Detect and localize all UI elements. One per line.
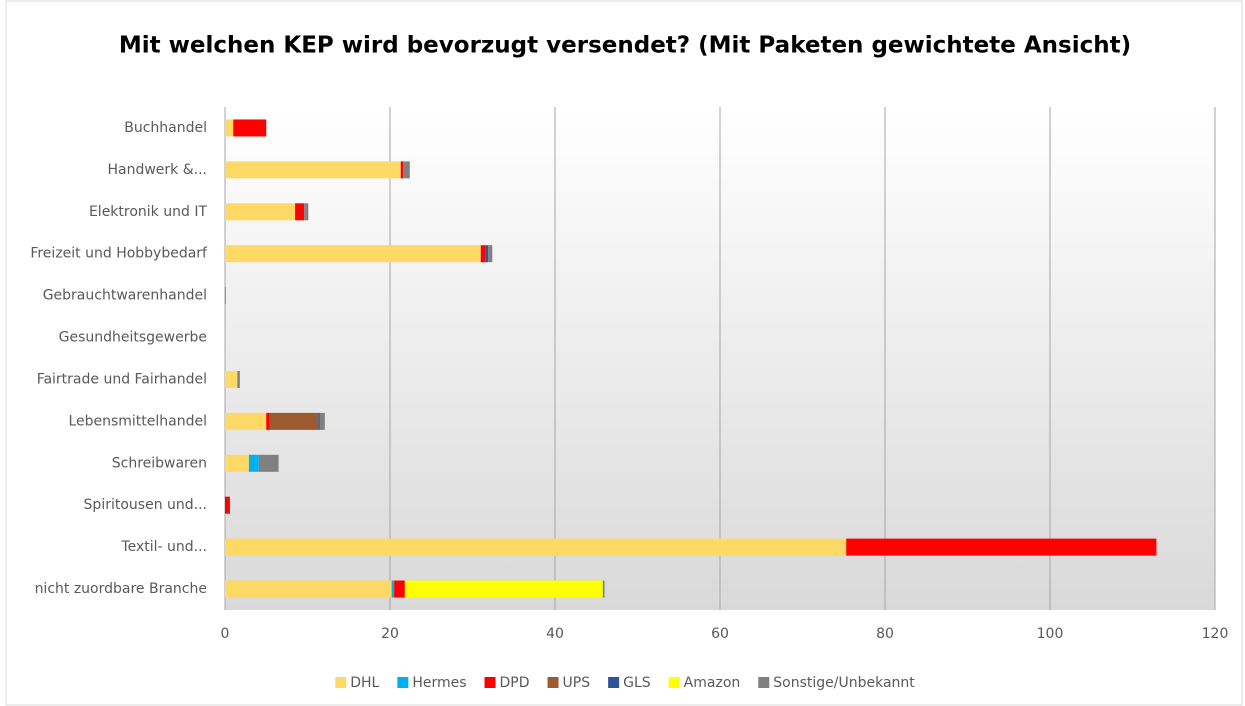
bar-segment: [846, 538, 1157, 556]
bar-segment: [394, 580, 405, 598]
bar-segment: [258, 454, 279, 472]
bar-segment: [237, 370, 240, 388]
y-tick-label: Lebensmittelhandel: [68, 413, 207, 429]
y-tick-label: Buchhandel: [124, 120, 207, 136]
x-tick-label: 20: [381, 626, 399, 642]
legend-swatch: [484, 677, 496, 688]
bar-segment: [225, 245, 481, 263]
chart-title: Mit welchen KEP wird bevorzugt versendet…: [119, 33, 1131, 59]
legend-swatch: [547, 677, 559, 688]
x-tick-label: 100: [1037, 626, 1064, 642]
bar-segment: [391, 580, 395, 598]
y-tick-label: Schreibwaren: [112, 455, 207, 471]
bar-segment: [319, 412, 325, 430]
legend-label: Hermes: [412, 675, 466, 691]
y-tick-label: Gesundheitsgewerbe: [59, 330, 207, 346]
bar-segment: [225, 370, 238, 388]
bar-segment: [225, 161, 401, 179]
legend-label: UPS: [563, 675, 591, 691]
bar-segment: [225, 119, 234, 137]
legend-swatch: [608, 677, 620, 688]
bar-segment: [295, 203, 305, 221]
legend-swatch: [397, 677, 409, 688]
bar-segment: [225, 287, 226, 305]
legend-label: DHL: [350, 675, 379, 691]
bar-segment: [225, 203, 296, 221]
x-tick-label: 0: [221, 626, 230, 642]
bar-segment: [318, 412, 320, 430]
y-tick-label: Handwerk &...: [107, 162, 207, 178]
legend-label: Amazon: [684, 675, 741, 691]
bar-segment: [225, 412, 267, 430]
legend-label: GLS: [623, 675, 651, 691]
bar-segment: [269, 412, 319, 430]
y-tick-label: Fairtrade und Fairhandel: [37, 371, 207, 387]
bar-segment: [480, 245, 486, 263]
y-tick-label: Elektronik und IT: [89, 204, 207, 220]
y-tick-label: Freizeit und Hobbybedarf: [30, 246, 208, 262]
bar-segment: [225, 454, 249, 472]
x-tick-label: 60: [711, 626, 729, 642]
bar-segment: [400, 161, 404, 179]
y-tick-label: Spiritousen und...: [84, 497, 207, 513]
legend-swatch: [668, 677, 680, 688]
legend-swatch: [758, 677, 770, 688]
bar-segment: [485, 245, 489, 263]
bar-segment: [225, 538, 847, 556]
bar-segment: [403, 161, 410, 179]
y-tick-label: Textil- und...: [120, 539, 207, 555]
bar-segment: [225, 580, 392, 598]
legend-label: DPD: [500, 675, 530, 691]
y-tick-label: Gebrauchtwarenhandel: [43, 288, 207, 304]
bar-segment: [248, 454, 259, 472]
bar-segment: [304, 203, 309, 221]
bar-segment: [404, 580, 603, 598]
bar-segment: [225, 496, 230, 514]
y-tick-label: nicht zuordbare Branche: [35, 581, 207, 597]
bar-segment: [488, 245, 493, 263]
bar-segment: [233, 119, 267, 137]
bar-segment: [602, 580, 605, 598]
legend-swatch: [335, 677, 347, 688]
bar-segment: [266, 412, 270, 430]
legend-label: Sonstige/Unbekannt: [773, 675, 915, 691]
x-tick-label: 40: [546, 626, 564, 642]
x-tick-label: 120: [1202, 626, 1229, 642]
x-tick-label: 80: [876, 626, 894, 642]
